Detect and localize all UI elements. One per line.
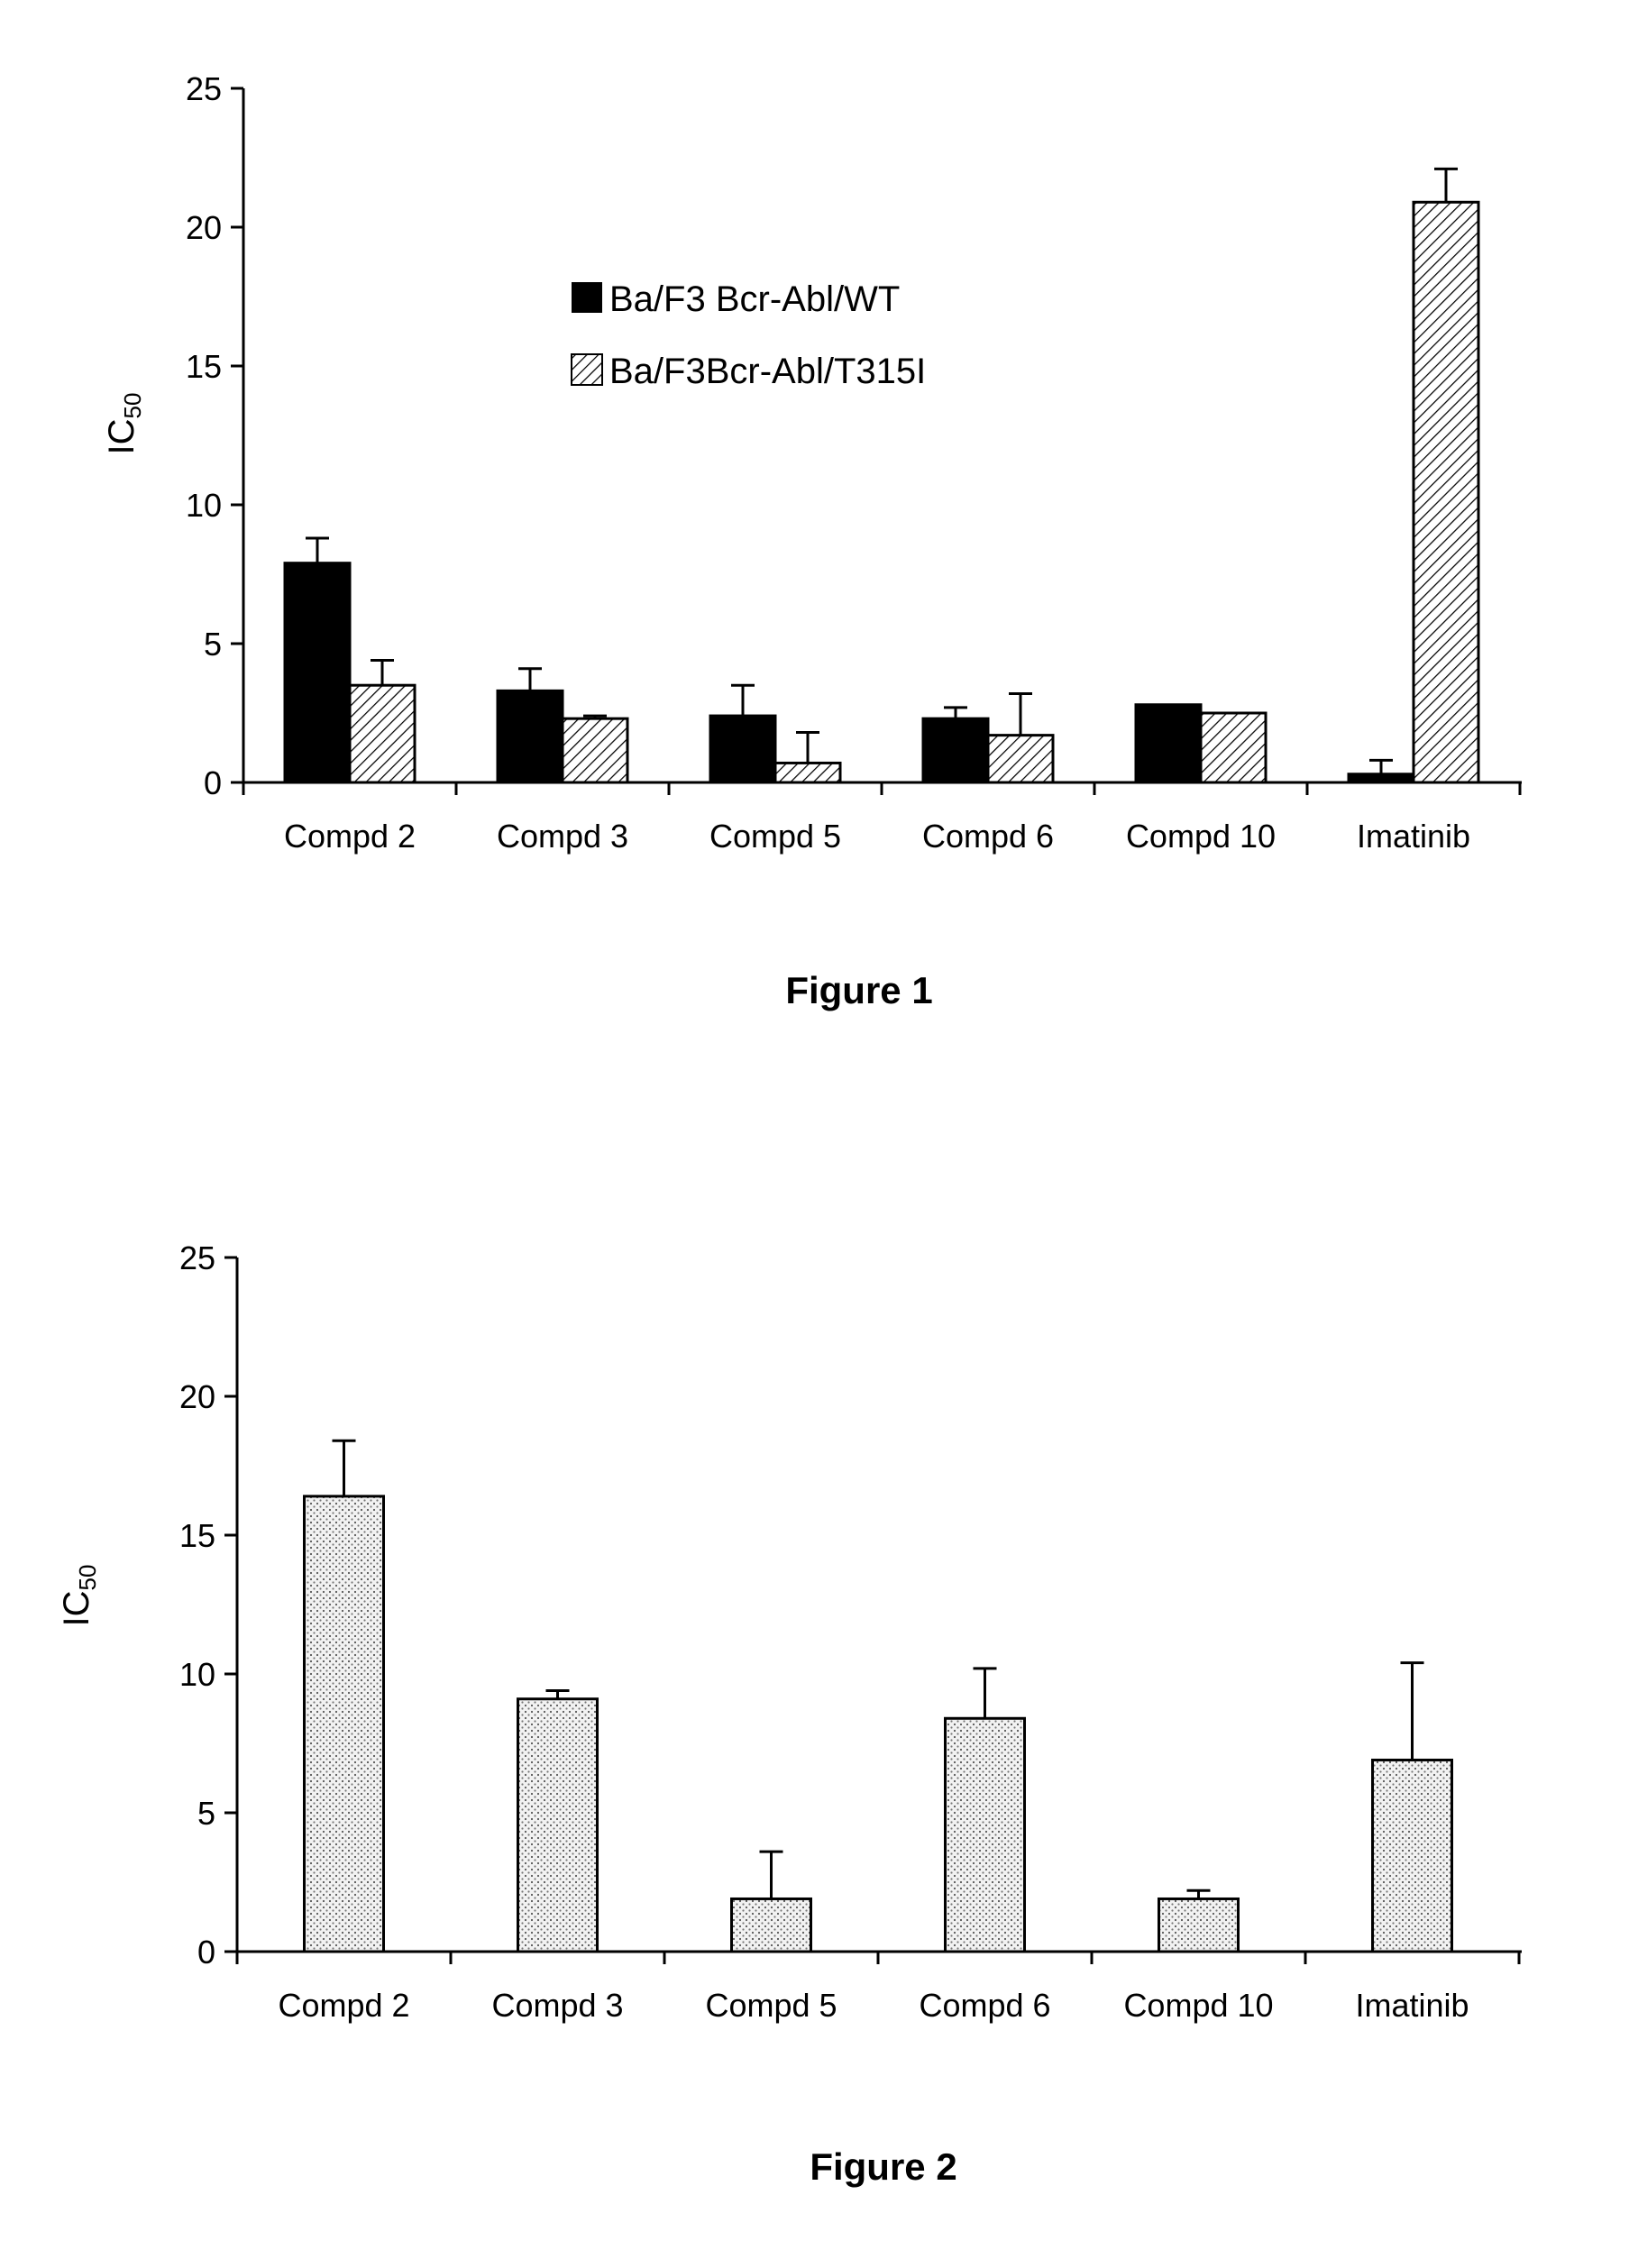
- category-label: Compd 5: [705, 1987, 837, 2024]
- y-tick-label: 15: [186, 348, 222, 385]
- y-tick-label: 0: [197, 1934, 215, 1971]
- bar: [498, 690, 563, 782]
- bar: [775, 763, 840, 782]
- bar: [518, 1699, 598, 1952]
- bar: [1349, 774, 1414, 782]
- bar: [1414, 202, 1478, 782]
- legend-swatch-t315i: [572, 354, 602, 385]
- category-label: Compd 5: [709, 818, 841, 855]
- figure-2-bars: [305, 1496, 1452, 1952]
- y-tick-label: 5: [197, 1795, 215, 1832]
- category-label: Compd 3: [497, 818, 628, 855]
- figure-1-axes: [231, 88, 1522, 795]
- figure-1-chart: 0510152025 Compd 2Compd 3Compd 5Compd 6C…: [102, 70, 1522, 1011]
- figure-2-y-tick-labels: 0 5 10 15 20 25: [179, 1239, 215, 1971]
- figure-2-chart: 0510152025 Compd 2Compd 3Compd 5Compd 6C…: [57, 1239, 1522, 2188]
- category-label: Compd 6: [919, 1987, 1050, 2024]
- bar: [732, 1898, 811, 1952]
- category-label: Imatinib: [1357, 818, 1470, 855]
- figure-1-legend: Ba/F3 Bcr-Abl/WT Ba/F3Bcr-Abl/T315I: [572, 279, 926, 391]
- bar: [1373, 1760, 1452, 1952]
- legend-label-wt: Ba/F3 Bcr-Abl/WT: [609, 279, 900, 319]
- figure-2-category-labels: Compd 2 Compd 3 Compd 5 Compd 6 Compd 10 Imat…: [278, 1987, 1469, 2024]
- figure-2-error-bars: [333, 1440, 1424, 1898]
- figure-1-y-axis-title-main: IC: [102, 418, 142, 454]
- y-tick-label: 15: [179, 1517, 215, 1554]
- category-label: Compd 10: [1123, 1987, 1273, 2024]
- bar: [710, 716, 775, 782]
- y-tick-label: 10: [186, 487, 222, 524]
- figure-1-y-axis-title-subscript: 50: [119, 393, 146, 419]
- bar: [305, 1496, 384, 1952]
- bar: [285, 563, 350, 782]
- figure-1-y-axis-title: IC50: [102, 393, 146, 455]
- bar: [1201, 713, 1266, 782]
- bar: [988, 736, 1053, 782]
- category-label: Compd 2: [278, 1987, 409, 2024]
- category-label: Compd 10: [1126, 818, 1276, 855]
- figure-1-y-tick-labels: 0 5 10 15 20 25: [186, 70, 222, 801]
- bar: [923, 718, 988, 782]
- bar: [946, 1718, 1025, 1952]
- figure-2-y-axis-title-main: IC: [57, 1590, 96, 1626]
- y-tick-label: 20: [179, 1378, 215, 1415]
- legend-swatch-wt: [572, 282, 602, 313]
- figure-2-axes: [224, 1257, 1522, 1964]
- y-tick-label: 0: [204, 764, 222, 801]
- y-tick-label: 20: [186, 209, 222, 246]
- category-label: Compd 3: [491, 1987, 623, 2024]
- category-label: Compd 6: [922, 818, 1054, 855]
- category-label: Imatinib: [1355, 1987, 1469, 2024]
- bar: [1136, 705, 1201, 782]
- figure-1-caption: Figure 1: [785, 969, 932, 1011]
- figure-1-error-bars: [306, 169, 1458, 773]
- y-tick-label: 5: [204, 626, 222, 663]
- bar: [350, 685, 415, 782]
- y-tick-label: 25: [179, 1239, 215, 1276]
- y-tick-label: 25: [186, 70, 222, 107]
- figure-2-y-axis-title-subscript: 50: [74, 1565, 101, 1591]
- bar: [1159, 1898, 1239, 1952]
- y-tick-label: 10: [179, 1656, 215, 1693]
- figure-2-caption: Figure 2: [810, 2145, 956, 2188]
- bar: [563, 718, 627, 782]
- category-label: Compd 2: [284, 818, 416, 855]
- legend-label-t315i: Ba/F3Bcr-Abl/T315I: [609, 352, 926, 391]
- figure-1-category-labels: Compd 2 Compd 3 Compd 5 Compd 6 Compd 10 Imat…: [284, 818, 1470, 855]
- figure-2-y-axis-title: IC50: [57, 1565, 101, 1627]
- chart-canvas: 0510152025 Compd 2Compd 3Compd 5Compd 6C…: [0, 0, 1629, 2268]
